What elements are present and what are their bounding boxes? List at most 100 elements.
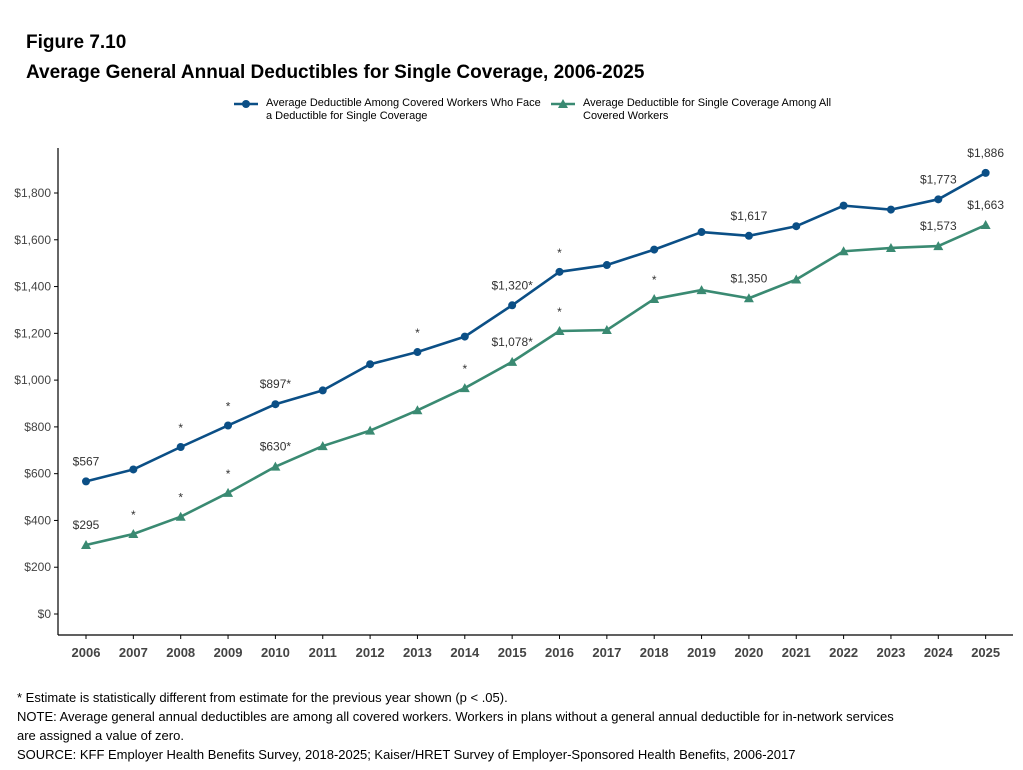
x-tick-label: 2009 xyxy=(214,645,243,660)
data-point-all-workers xyxy=(175,511,186,521)
significance-star-all-workers: * xyxy=(462,362,467,376)
legend-triangle-marker-icon xyxy=(551,99,575,108)
data-point-all-workers xyxy=(223,487,234,497)
data-point-all-workers xyxy=(980,220,991,230)
data-point-all-workers xyxy=(554,325,565,335)
data-label-all-workers: $1,078* xyxy=(491,335,533,349)
data-label-with-deductible: $567 xyxy=(73,454,100,468)
y-tick-label: $1,200 xyxy=(14,326,51,340)
legend-label-with-deductible: Average Deductible Among Covered Workers… xyxy=(266,97,541,122)
legend-circle-marker-icon xyxy=(234,100,258,108)
data-point-with-deductible xyxy=(508,301,517,310)
significance-star-with-deductible: * xyxy=(415,326,420,340)
significance-star-all-workers: * xyxy=(226,467,231,481)
legend-item-all-workers: Average Deductible for Single Coverage A… xyxy=(551,97,838,123)
data-label-with-deductible: $1,773 xyxy=(920,172,957,186)
data-point-with-deductible xyxy=(176,443,185,452)
data-label-all-workers: $295 xyxy=(73,518,100,532)
chart-legend: Average Deductible Among Covered Workers… xyxy=(0,97,1023,127)
y-tick-label: $1,400 xyxy=(14,280,51,294)
x-tick-label: 2013 xyxy=(403,645,432,660)
data-point-with-deductible xyxy=(224,421,233,430)
data-label-all-workers: $1,663 xyxy=(967,198,1004,212)
data-point-with-deductible xyxy=(318,386,327,395)
data-point-all-workers xyxy=(81,540,91,550)
data-point-with-deductible xyxy=(697,228,706,237)
data-point-all-workers xyxy=(365,425,376,435)
data-label-with-deductible: $897* xyxy=(260,377,292,391)
y-tick-label: $600 xyxy=(24,467,51,481)
y-tick-label: $1,800 xyxy=(14,186,51,200)
significance-star-with-deductible: * xyxy=(557,246,562,260)
x-tick-label: 2006 xyxy=(72,645,101,660)
data-point-with-deductible xyxy=(839,201,848,210)
x-tick-label: 2025 xyxy=(971,645,1000,660)
data-point-all-workers xyxy=(412,405,423,415)
x-tick-label: 2014 xyxy=(450,645,480,660)
x-tick-label: 2016 xyxy=(545,645,574,660)
x-tick-label: 2008 xyxy=(166,645,195,660)
footnote-source: SOURCE: KFF Employer Health Benefits Sur… xyxy=(17,747,796,762)
x-tick-label: 2021 xyxy=(782,645,811,660)
data-point-with-deductible xyxy=(271,400,280,409)
footnotes: * Estimate is statistically different fr… xyxy=(17,688,1007,764)
x-tick-label: 2010 xyxy=(261,645,290,660)
data-point-all-workers xyxy=(270,461,281,471)
data-point-with-deductible xyxy=(886,205,895,214)
significance-star-all-workers: * xyxy=(131,508,136,522)
x-tick-label: 2020 xyxy=(734,645,763,660)
significance-star-all-workers: * xyxy=(178,491,183,505)
y-tick-label: $200 xyxy=(24,560,51,574)
data-point-with-deductible xyxy=(460,332,469,341)
data-point-all-workers xyxy=(743,293,754,303)
data-point-all-workers xyxy=(317,441,328,451)
data-label-all-workers: $1,573 xyxy=(920,219,957,233)
x-tick-label: 2023 xyxy=(876,645,905,660)
series-line-all-workers xyxy=(85,223,987,547)
x-tick-label: 2011 xyxy=(309,645,337,660)
x-tick-label: 2012 xyxy=(356,645,385,660)
data-label-with-deductible: $1,886 xyxy=(967,146,1004,160)
footnote-significance: * Estimate is statistically different fr… xyxy=(17,690,508,705)
data-point-all-workers xyxy=(128,529,139,539)
legend-item-with-deductible: Average Deductible Among Covered Workers… xyxy=(234,97,546,123)
significance-star-all-workers: * xyxy=(652,273,657,287)
footnote-note-line-2: are assigned a value of zero. xyxy=(17,728,184,743)
series-line-with-deductible xyxy=(85,171,987,483)
significance-star-with-deductible: * xyxy=(226,399,231,413)
x-tick-label: 2017 xyxy=(592,645,621,660)
data-point-all-workers xyxy=(601,325,612,335)
x-tick-label: 2019 xyxy=(687,645,716,660)
data-point-all-workers xyxy=(459,383,470,393)
data-point-with-deductible xyxy=(934,195,943,204)
data-point-all-workers xyxy=(838,246,849,256)
data-point-with-deductible xyxy=(602,261,611,270)
data-label-all-workers: $630* xyxy=(260,440,292,454)
data-point-all-workers xyxy=(696,285,707,295)
data-point-with-deductible xyxy=(650,245,659,254)
x-tick-label: 2024 xyxy=(924,645,954,660)
data-point-with-deductible xyxy=(82,477,90,486)
data-label-with-deductible: $1,617 xyxy=(731,209,768,223)
x-tick-label: 2018 xyxy=(640,645,669,660)
y-tick-label: $400 xyxy=(24,513,51,527)
significance-star-all-workers: * xyxy=(557,305,562,319)
x-tick-label: 2007 xyxy=(119,645,148,660)
data-point-with-deductible xyxy=(981,168,990,177)
data-point-all-workers xyxy=(791,274,802,284)
data-point-all-workers xyxy=(649,293,660,303)
data-point-with-deductible xyxy=(366,360,375,369)
data-point-with-deductible xyxy=(744,231,753,240)
data-point-all-workers xyxy=(933,241,944,251)
y-tick-label: $1,000 xyxy=(14,373,51,387)
data-point-with-deductible xyxy=(555,267,564,276)
data-label-all-workers: $1,350 xyxy=(731,271,768,285)
y-tick-label: $0 xyxy=(38,607,52,621)
y-tick-label: $1,600 xyxy=(14,233,51,247)
data-point-with-deductible xyxy=(792,222,801,231)
legend-label-all-workers: Average Deductible for Single Coverage A… xyxy=(583,97,832,122)
data-point-all-workers xyxy=(885,242,896,252)
x-tick-label: 2015 xyxy=(498,645,527,660)
footnote-note-line-1: NOTE: Average general annual deductibles… xyxy=(17,709,894,724)
data-point-all-workers xyxy=(507,356,518,366)
